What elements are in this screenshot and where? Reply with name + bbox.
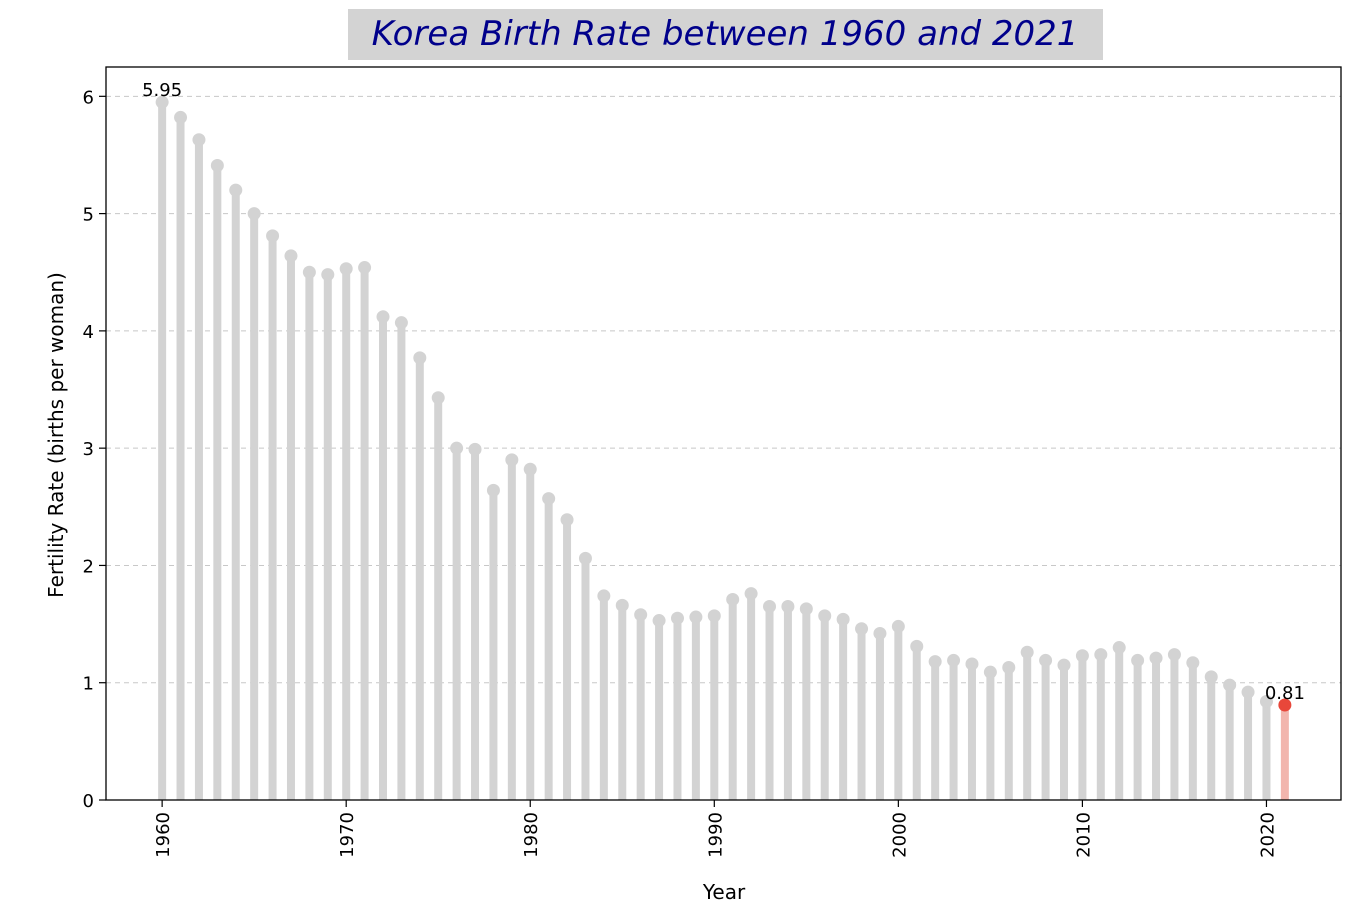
lollipop-marker	[542, 492, 556, 506]
lollipop-marker	[1075, 649, 1089, 663]
x-tick-label: 2010	[1073, 812, 1094, 858]
lollipop-marker	[358, 261, 372, 275]
x-tick-label: 1970	[337, 812, 358, 858]
annotations: 5.95 0.81	[142, 80, 1305, 704]
chart-title-box	[348, 9, 1103, 60]
y-axis-label: Fertility Rate (births per woman)	[44, 272, 68, 598]
lollipop-marker	[302, 265, 316, 279]
lollipop-marker	[1002, 660, 1016, 674]
axes-frame	[105, 66, 1342, 801]
lollipop-marker	[468, 442, 482, 456]
y-tick-label: 5	[83, 205, 94, 226]
lollipop-marker	[1186, 656, 1200, 670]
lollipop-marker	[505, 453, 519, 467]
lollipop-marker	[523, 462, 537, 476]
lollipop-marker	[1039, 653, 1053, 667]
y-tick-label: 3	[83, 439, 94, 460]
lollipop-marker	[689, 610, 703, 624]
lollipop-marker	[247, 207, 261, 221]
lollipop-marker	[376, 310, 390, 324]
lollipop-marker	[947, 653, 961, 667]
lollipop-marker	[615, 598, 629, 612]
stems	[158, 102, 1289, 800]
lollipop-marker	[1112, 641, 1126, 655]
lollipop-marker	[891, 619, 905, 633]
x-tick-label: 2020	[1257, 812, 1278, 858]
lollipop-marker	[155, 95, 169, 109]
lollipop-marker	[836, 612, 850, 626]
lollipop-marker	[763, 599, 777, 613]
lollipop-marker	[578, 551, 592, 565]
x-axis-ticks: 1960 1970 1980 1990 2000 2010 2020	[153, 800, 1278, 858]
lollipop-marker	[560, 513, 574, 527]
lollipop-marker	[1167, 648, 1181, 662]
lollipop-marker	[1057, 658, 1071, 672]
lollipop-marker	[965, 657, 979, 671]
x-tick-label: 1990	[705, 812, 726, 858]
lollipop-marker	[413, 351, 427, 365]
lollipop-marker	[928, 655, 942, 669]
lollipop-marker	[670, 611, 684, 625]
lollipop-marker	[486, 483, 500, 497]
lollipop-marker	[910, 639, 924, 653]
lollipop-marker	[983, 665, 997, 679]
y-tick-label: 6	[83, 87, 94, 108]
lollipop-marker	[229, 183, 243, 197]
lollipop-marker	[321, 268, 335, 282]
value-annotation: 5.95	[142, 80, 182, 101]
lollipop-marker	[1020, 645, 1034, 659]
lollipop-marker	[873, 626, 887, 640]
lollipop-marker	[192, 133, 206, 147]
lollipop-marker	[1241, 685, 1255, 699]
y-tick-label: 0	[83, 791, 94, 812]
lollipop-marker	[174, 110, 188, 124]
markers	[155, 95, 1292, 712]
lollipop-marker	[855, 622, 869, 636]
x-axis-label: Year	[702, 880, 746, 904]
lollipop-marker	[652, 614, 666, 628]
lollipop-marker	[707, 609, 721, 623]
lollipop-marker	[450, 441, 464, 455]
value-annotation: 0.81	[1265, 683, 1305, 704]
lollipop-marker	[1131, 653, 1145, 667]
lollipop-marker	[726, 592, 740, 606]
lollipop-marker	[339, 262, 353, 276]
lollipop-marker	[634, 608, 648, 622]
lollipop-marker	[1149, 651, 1163, 665]
lollipop-marker	[266, 229, 280, 243]
lollipop-marker	[1204, 670, 1218, 684]
lollipop-marker	[1259, 694, 1273, 708]
chart-title: Korea Birth Rate between 1960 and 2021	[372, 14, 1079, 54]
lollipop-marker	[597, 589, 611, 603]
lollipop-marker	[210, 159, 224, 173]
lollipop-marker	[1223, 678, 1237, 692]
lollipop-marker	[799, 602, 813, 616]
y-tick-label: 2	[83, 556, 94, 577]
y-tick-label: 1	[83, 674, 94, 695]
lollipop-marker	[744, 587, 758, 601]
lollipop-marker	[1278, 698, 1292, 712]
x-tick-label: 1960	[153, 812, 174, 858]
lollipop-marker	[781, 599, 795, 613]
x-tick-label: 1980	[521, 812, 542, 858]
lollipop-marker	[431, 391, 445, 405]
lollipop-marker	[1094, 648, 1108, 662]
y-axis-ticks: 0 1 2 3 4 5 6	[83, 87, 106, 812]
lollipop-marker	[284, 249, 298, 263]
x-tick-label: 2000	[889, 812, 910, 858]
lollipop-marker	[818, 609, 832, 623]
y-tick-label: 4	[83, 322, 94, 343]
lollipop-marker	[394, 316, 408, 330]
